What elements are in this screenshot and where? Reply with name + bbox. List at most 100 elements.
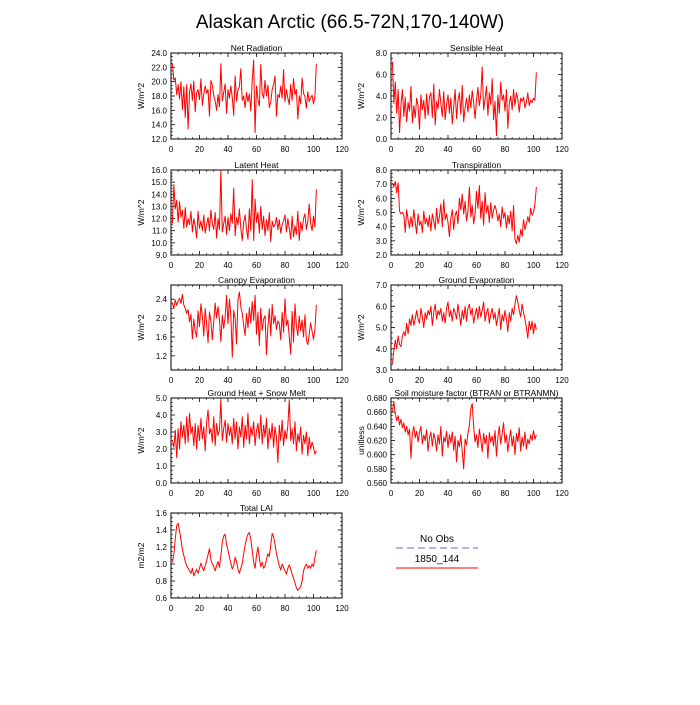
x-tick-label: 0 xyxy=(169,261,174,270)
y-tick-label: 13.0 xyxy=(151,202,167,211)
panel-9: 0 20 40 60 80 100 120 0.6 0.8 1.0 1.2 1.4 1.6 Total L… xyxy=(136,503,349,613)
y-tick-label: 7.0 xyxy=(376,281,388,290)
panel-title: Total LAI xyxy=(240,503,273,513)
x-tick-label: 100 xyxy=(307,145,321,154)
x-tick-label: 40 xyxy=(224,489,233,498)
panel-1: 0 20 40 60 80 100 120 12.0 14.0 16.0 18.0 20.0 22.0 2… xyxy=(136,43,349,154)
series-line xyxy=(171,399,317,464)
x-tick-label: 100 xyxy=(307,261,321,270)
y-tick-label: 5.0 xyxy=(376,324,388,333)
x-tick-label: 20 xyxy=(195,604,204,613)
x-tick-label: 60 xyxy=(252,604,261,613)
x-tick-label: 120 xyxy=(335,489,349,498)
series-line xyxy=(391,401,537,470)
y-tick-label: 8.0 xyxy=(376,166,388,175)
x-tick-label: 80 xyxy=(501,376,510,385)
y-axis-label: W/m^2 xyxy=(356,199,366,225)
y-tick-label: 0.6 xyxy=(156,594,168,603)
panel-2: 0 20 40 60 80 100 120 0.0 2.0 4.0 6.0 8.0 Sensible H… xyxy=(356,43,569,154)
y-tick-label: 4.0 xyxy=(376,345,388,354)
y-tick-label: 12.0 xyxy=(151,135,167,144)
y-tick-label: 3.0 xyxy=(156,428,168,437)
y-tick-label: 1.6 xyxy=(156,509,168,518)
x-tick-label: 60 xyxy=(472,261,481,270)
figure-title: Alaskan Arctic (66.5-72N,170-140W) xyxy=(196,12,504,33)
x-tick-label: 120 xyxy=(555,489,569,498)
x-tick-label: 100 xyxy=(307,604,321,613)
x-tick-label: 40 xyxy=(444,145,453,154)
series-line xyxy=(171,169,317,243)
panels-group: 0 20 40 60 80 100 120 12.0 14.0 16.0 18.0 20.0 22.0 2… xyxy=(136,43,569,613)
plot-frame xyxy=(170,169,343,256)
y-tick-label: 10.0 xyxy=(151,239,167,248)
x-tick-label: 40 xyxy=(444,489,453,498)
series-line xyxy=(391,295,537,364)
x-tick-label: 80 xyxy=(281,145,290,154)
y-tick-label: 3.0 xyxy=(376,237,388,246)
x-tick-label: 120 xyxy=(335,261,349,270)
y-tick-label: 0.680 xyxy=(367,394,388,403)
x-tick-label: 20 xyxy=(195,145,204,154)
legend-label-no-obs: No Obs xyxy=(420,534,454,545)
y-tick-label: 24.0 xyxy=(151,49,167,58)
panel-5: 0 20 40 60 80 100 120 1.2 1.6 2.0 2.4 Canopy Evapor… xyxy=(136,275,349,385)
y-tick-label: 12.0 xyxy=(151,215,167,224)
x-tick-label: 0 xyxy=(169,376,174,385)
panel-title: Transpiration xyxy=(452,160,502,170)
series-line xyxy=(391,180,537,245)
x-tick-label: 120 xyxy=(555,261,569,270)
y-tick-label: 6.0 xyxy=(376,302,388,311)
x-tick-label: 0 xyxy=(169,145,174,154)
x-tick-label: 0 xyxy=(389,261,394,270)
y-tick-label: 4.0 xyxy=(376,92,388,101)
x-tick-label: 0 xyxy=(389,145,394,154)
y-tick-label: 2.0 xyxy=(376,251,388,260)
x-tick-label: 40 xyxy=(224,145,233,154)
x-tick-label: 0 xyxy=(169,604,174,613)
x-tick-label: 20 xyxy=(415,145,424,154)
y-tick-label: 1.2 xyxy=(156,352,168,361)
y-tick-label: 0.620 xyxy=(367,437,388,446)
x-tick-label: 60 xyxy=(472,489,481,498)
y-tick-label: 1.4 xyxy=(156,526,168,535)
y-tick-label: 3.0 xyxy=(376,366,388,375)
x-tick-label: 0 xyxy=(389,376,394,385)
x-tick-label: 20 xyxy=(195,489,204,498)
y-tick-label: 8.0 xyxy=(376,49,388,58)
x-tick-label: 120 xyxy=(555,145,569,154)
series-line xyxy=(171,59,317,134)
y-tick-label: 15.0 xyxy=(151,178,167,187)
x-tick-label: 100 xyxy=(527,145,541,154)
y-tick-label: 0.600 xyxy=(367,451,388,460)
x-tick-label: 100 xyxy=(527,489,541,498)
x-tick-label: 100 xyxy=(527,261,541,270)
y-axis-label: unitless xyxy=(356,426,366,455)
y-tick-label: 1.6 xyxy=(156,333,168,342)
x-tick-label: 60 xyxy=(252,489,261,498)
series-line xyxy=(171,291,317,358)
y-tick-label: 0.0 xyxy=(156,479,168,488)
x-tick-label: 100 xyxy=(527,376,541,385)
y-axis-label: W/m^2 xyxy=(136,314,146,340)
x-tick-label: 60 xyxy=(252,261,261,270)
x-tick-label: 100 xyxy=(307,376,321,385)
x-tick-label: 20 xyxy=(415,376,424,385)
panel-3: 0 20 40 60 80 100 120 9.0 10.0 11.0 12.0 13.0 14.0 15… xyxy=(136,160,349,270)
y-axis-label: m2/m2 xyxy=(136,542,146,568)
y-tick-label: 0.640 xyxy=(367,422,388,431)
legend-label-1850-144: 1850_144 xyxy=(415,554,460,565)
y-axis-label: W/m^2 xyxy=(356,314,366,340)
panel-title: Canopy Evaporation xyxy=(218,275,295,285)
y-tick-label: 2.0 xyxy=(156,445,168,454)
y-tick-label: 18.0 xyxy=(151,92,167,101)
y-tick-label: 4.0 xyxy=(156,411,168,420)
panel-8: 0 20 40 60 80 100 120 0.560 0.580 0.600 0.620 0.640… xyxy=(356,388,569,498)
x-tick-label: 80 xyxy=(281,261,290,270)
x-tick-label: 20 xyxy=(415,489,424,498)
plot-frame xyxy=(390,397,563,484)
y-tick-label: 20.0 xyxy=(151,78,167,87)
y-tick-label: 9.0 xyxy=(156,251,168,260)
panel-4: 0 20 40 60 80 100 120 2.0 3.0 4.0 5.0 6.0 7.0 8.0 Tran… xyxy=(356,160,569,270)
x-tick-label: 0 xyxy=(169,489,174,498)
y-tick-label: 16.0 xyxy=(151,106,167,115)
